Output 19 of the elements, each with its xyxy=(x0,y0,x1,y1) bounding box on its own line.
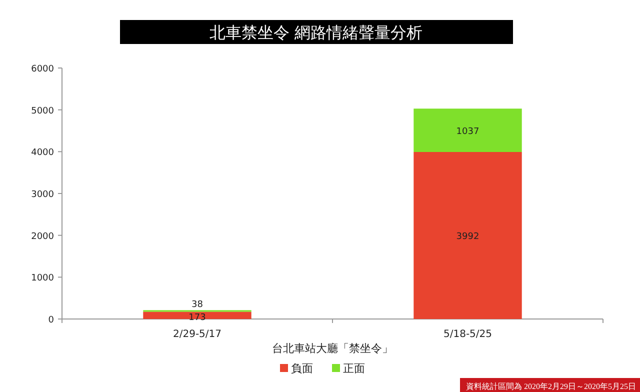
x-tick-label: 5/18-5/25 xyxy=(443,329,492,340)
y-tick-label: 3000 xyxy=(31,190,54,200)
text: 資料統計區間為 2020年2月29日～2020年5月25日 xyxy=(466,382,636,391)
y-tick-label: 6000 xyxy=(31,64,54,74)
y-tick-label: 0 xyxy=(48,316,54,326)
chart-title: 北車禁坐令 網路情緒聲量分析 xyxy=(209,23,423,42)
bar xyxy=(414,108,522,152)
x-tick-label: 2/29-5/17 xyxy=(172,329,222,340)
x-axis-title: 台北車站大廳「禁坐令」 xyxy=(272,342,393,355)
bar xyxy=(414,152,522,319)
data-label: 1037 xyxy=(456,126,480,137)
data-label: 3992 xyxy=(456,232,480,242)
data-label: 38 xyxy=(192,300,204,310)
legend-label: 負面 xyxy=(291,362,313,375)
legend-label: 正面 xyxy=(343,362,365,375)
y-tick-label: 5000 xyxy=(31,106,54,116)
y-tick-label: 4000 xyxy=(31,148,54,158)
y-tick-label: 1000 xyxy=(31,274,54,284)
y-tick-label: 2000 xyxy=(31,232,54,242)
